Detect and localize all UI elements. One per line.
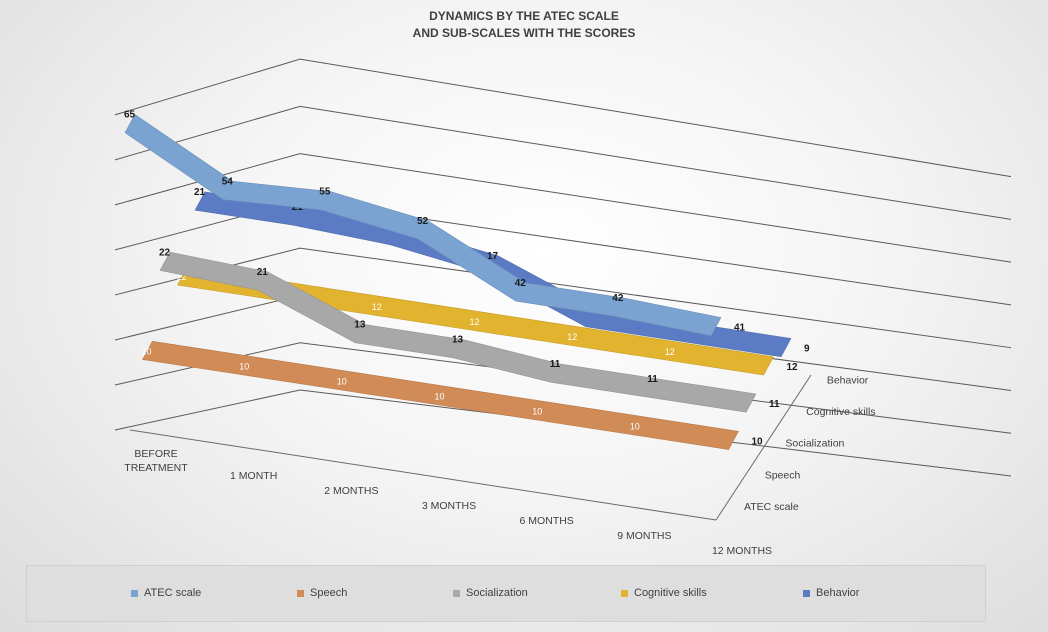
legend: ATEC scale Speech Socialization Cognitive s… — [26, 565, 986, 622]
series-atec-scale: 65 54 55 52 42 42 41 — [124, 110, 746, 337]
category-label: BEFORE TREATMENT — [124, 448, 188, 474]
category-label-line: TREATMENT — [124, 462, 188, 474]
data-label: 21 — [194, 187, 206, 198]
data-label: 11 — [550, 359, 561, 370]
legend-item-atec-scale: ATEC scale — [131, 587, 201, 599]
category-label-line: 1 MONTH — [230, 470, 277, 482]
data-label: 10 — [532, 406, 542, 416]
series-socialization: 22 21 13 13 11 11 11 — [159, 247, 780, 413]
data-label: 41 — [734, 323, 746, 334]
category-label: 3 MONTHS — [422, 500, 476, 512]
series-cognitive-skills: 12121212121212 — [177, 266, 799, 376]
category-label-line: 6 MONTHS — [520, 515, 574, 527]
depth-label-speech: Speech — [765, 469, 801, 481]
legend-item-speech: Speech — [297, 587, 347, 599]
data-label: 10 — [630, 421, 640, 431]
category-label: 2 MONTHS — [324, 485, 378, 497]
depth-label-socialization: Socialization — [785, 438, 844, 450]
data-label: 22 — [159, 247, 171, 258]
data-label: 11 — [769, 399, 780, 410]
data-label: 13 — [452, 335, 464, 346]
chart-plot-area: BEFORE TREATMENT 1 MONTH 2 MONTHS 3 MONTHS 6 … — [114, 58, 1012, 557]
legend-swatch — [131, 589, 138, 597]
data-label: 42 — [612, 293, 624, 304]
gridline — [114, 105, 1012, 220]
chart-title-line-1: DYNAMICS BY THE ATEC SCALE — [429, 9, 619, 23]
data-label: 12 — [787, 362, 799, 373]
data-label: 12 — [177, 272, 187, 282]
legend-swatch — [621, 589, 628, 597]
legend-label: Socialization — [466, 587, 528, 599]
chart-title-line-2: AND SUB-SCALES WITH THE SCORES — [412, 26, 636, 40]
data-label: 54 — [222, 176, 234, 187]
data-label: 10 — [337, 376, 347, 386]
legend-swatch — [803, 589, 810, 597]
series-ribbon-atec-scale — [124, 114, 722, 337]
category-label-line: 2 MONTHS — [324, 485, 378, 497]
depth-labels: ATEC scale Speech Socialization Cognitive s… — [744, 374, 876, 513]
depth-label-behavior: Behavior — [827, 374, 869, 386]
data-label: 13 — [354, 320, 366, 331]
category-label: 9 MONTHS — [617, 530, 671, 542]
data-label: 65 — [124, 110, 136, 121]
series-speech: 10 10 10 10 10 10 10 — [142, 340, 764, 450]
data-label: 12 — [567, 332, 577, 342]
gridline — [114, 342, 1012, 434]
legend-swatch — [297, 589, 304, 597]
legend-label: ATEC scale — [144, 587, 202, 599]
legend-label: Cognitive skills — [634, 587, 707, 599]
depth-label-cognitive-skills: Cognitive skills — [806, 406, 875, 418]
data-label: 9 — [804, 344, 810, 355]
gridline — [114, 58, 1012, 178]
category-axis — [129, 429, 717, 521]
data-label: 11 — [647, 374, 658, 385]
category-label-line: BEFORE — [134, 448, 177, 460]
category-label-line: 12 MONTHS — [712, 545, 772, 557]
legend-item-cognitive-skills: Cognitive skills — [621, 587, 707, 599]
data-label: 21 — [257, 267, 269, 278]
data-label: 10 — [435, 391, 445, 401]
data-label: 10 — [752, 436, 764, 447]
depth-axis — [715, 374, 812, 521]
category-label: 12 MONTHS — [712, 545, 772, 557]
category-label-line: 3 MONTHS — [422, 500, 476, 512]
gridline — [114, 247, 1012, 349]
data-label: 12 — [470, 317, 480, 327]
data-label: 55 — [319, 187, 331, 198]
legend-label: Behavior — [816, 587, 860, 599]
gridline — [114, 389, 1012, 477]
category-label: 1 MONTH — [230, 470, 277, 482]
data-label: 10 — [142, 346, 152, 356]
category-label-line: 9 MONTHS — [617, 530, 671, 542]
data-label: 10 — [239, 361, 249, 371]
depth-label-atec-scale: ATEC scale — [744, 501, 799, 513]
legend-swatch — [453, 589, 460, 597]
data-label: 12 — [372, 302, 382, 312]
category-label: 6 MONTHS — [520, 515, 574, 527]
legend-label: Speech — [310, 587, 348, 599]
gridlines — [114, 58, 1012, 477]
floor-axes — [129, 374, 812, 521]
legend-item-socialization: Socialization — [453, 587, 528, 599]
data-label: 12 — [665, 347, 675, 357]
chart-title: DYNAMICS BY THE ATEC SCALE AND SUB-SCALE… — [0, 8, 1048, 42]
gridline — [114, 153, 1012, 263]
series-ribbon-socialization — [159, 251, 757, 413]
series-ribbon-speech — [142, 340, 739, 450]
legend-item-behavior: Behavior — [803, 587, 859, 599]
data-label: 17 — [487, 251, 499, 262]
data-label: 42 — [515, 278, 527, 289]
data-label: 52 — [417, 216, 429, 227]
category-labels: BEFORE TREATMENT 1 MONTH 2 MONTHS 3 MONTHS 6 … — [124, 448, 772, 557]
